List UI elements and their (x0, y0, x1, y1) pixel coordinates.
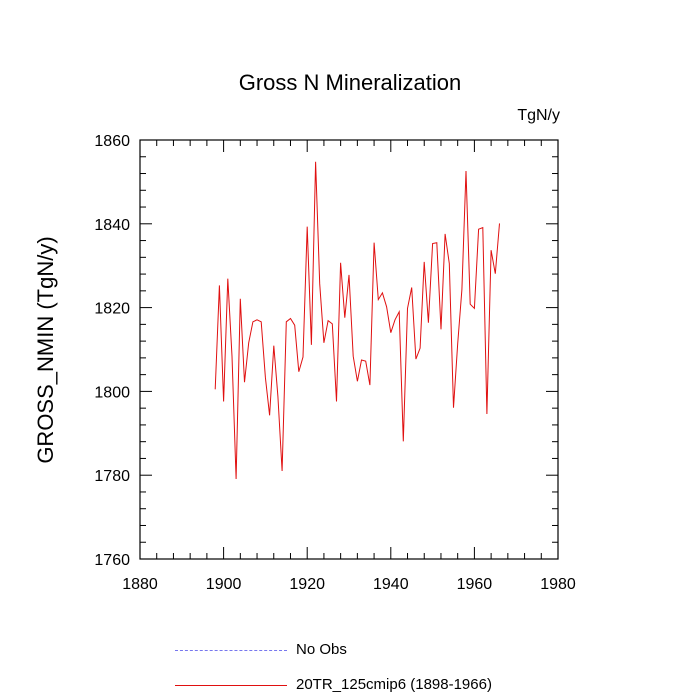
series-layer (214, 161, 500, 480)
y-tick-label: 1840 (94, 217, 130, 234)
units-label: TgN/y (517, 107, 560, 124)
x-tick-label: 1900 (206, 576, 242, 593)
series-line (214, 161, 500, 480)
y-tick-label: 1760 (94, 552, 130, 569)
y-tick-label: 1860 (94, 133, 130, 150)
legend-label-model: 20TR_125cmip6 (1898-1966) (296, 676, 492, 693)
legend-swatch-solid (175, 685, 287, 686)
chart-title: Gross N Mineralization (238, 70, 462, 95)
x-tick-label: 1880 (122, 576, 158, 593)
x-tick-label: 1980 (540, 576, 576, 593)
y-tick-label: 1780 (94, 468, 130, 485)
y-tick-label: 1800 (94, 384, 130, 401)
legend-label-no-obs: No Obs (296, 641, 347, 658)
axis-tick-labels: 1880 1900 1920 1940 1960 1980 1760 1780 1800 1820… (94, 133, 575, 593)
x-tick-label: 1920 (289, 576, 325, 593)
plot-frame (139, 139, 559, 560)
x-tick-label: 1940 (373, 576, 409, 593)
legend-swatch-dashed (175, 650, 287, 651)
axis-ticks (139, 139, 559, 560)
y-axis-label: GROSS_NMIN (TgN/y) (33, 236, 58, 464)
y-tick-label: 1820 (94, 301, 130, 318)
x-tick-label: 1960 (457, 576, 493, 593)
